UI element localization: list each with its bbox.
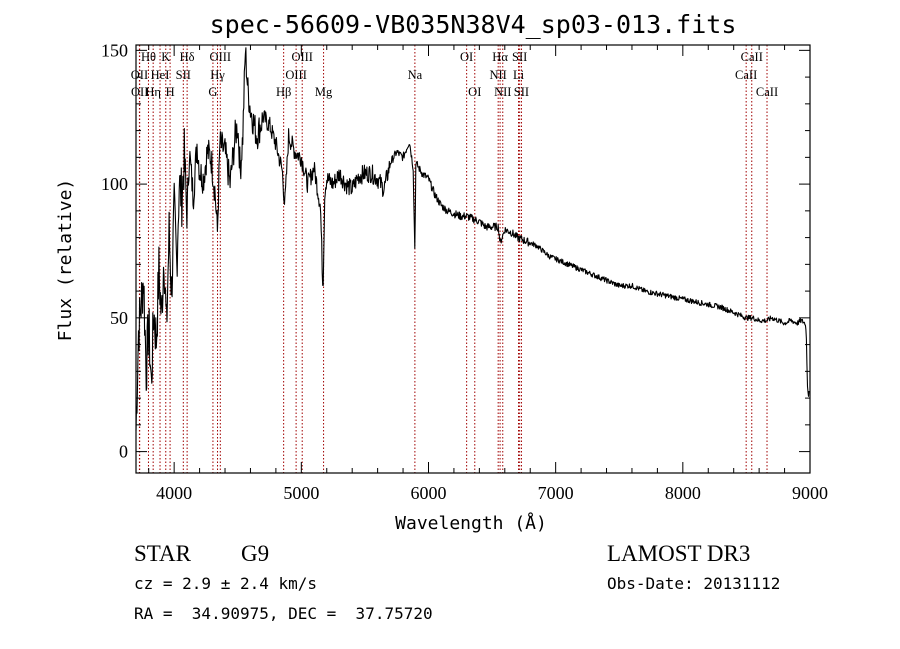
x-axis-label: Wavelength (Å) — [395, 512, 547, 534]
y-axis-label: Flux (relative) — [55, 179, 76, 342]
line-label-21: NII — [494, 85, 511, 99]
x-tick-label: 8000 — [665, 483, 701, 503]
spectrum-series-line — [135, 47, 810, 431]
chart-title: spec-56609-VB035N38V4_sp03-013.fits — [210, 10, 737, 39]
x-tick-label: 9000 — [792, 483, 828, 503]
line-label-8: Hδ — [180, 50, 195, 64]
object-subclass: G9 — [241, 541, 270, 566]
line-label-11: G — [208, 85, 217, 99]
line-label-25: CaII — [741, 50, 763, 64]
line-label-1: OII — [131, 68, 148, 82]
line-label-15: Mg — [315, 85, 333, 99]
line-label-23: Li — [513, 68, 525, 82]
line-label-27: CaII — [756, 85, 778, 99]
line-label-10: Hγ — [210, 68, 225, 82]
line-label-16: Na — [408, 68, 423, 82]
line-label-13: OIII — [285, 68, 307, 82]
x-tick-label: 5000 — [283, 483, 319, 503]
x-tick-label: 6000 — [410, 483, 446, 503]
x-tick-labels: 4000 5000 6000 7000 8000 9000 — [156, 483, 828, 503]
line-label-20: NII — [489, 68, 506, 82]
observation-date: Obs-Date: 20131112 — [607, 574, 781, 593]
line-label-3: Hη — [145, 85, 161, 99]
y-tick-label: 100 — [101, 174, 128, 194]
line-label-9: OIII — [210, 50, 232, 64]
y-tick-label: 0 — [119, 442, 128, 462]
line-label-24: SII — [514, 85, 529, 99]
spectral-line-markers — [138, 45, 768, 473]
line-label-17: OI — [460, 50, 473, 64]
line-label-12: Hβ — [276, 85, 291, 99]
redshift-info: cz = 2.9 ± 2.4 km/s — [134, 574, 318, 593]
line-label-0: Hθ — [141, 50, 156, 64]
line-label-22: SII — [512, 50, 527, 64]
line-label-19: Hα — [492, 50, 508, 64]
line-label-26: CaII — [735, 68, 757, 82]
line-label-14: OIII — [291, 50, 313, 64]
object-class: STAR — [134, 541, 191, 566]
x-tick-label: 4000 — [156, 483, 192, 503]
plot-frame — [135, 44, 811, 474]
y-tick-label: 50 — [110, 308, 128, 328]
x-tick-label: 7000 — [538, 483, 574, 503]
line-label-4: HeI — [151, 68, 170, 82]
survey-name: LAMOST DR3 — [607, 541, 751, 566]
line-label-5: K — [161, 50, 170, 64]
line-label-6: H — [166, 85, 175, 99]
line-label-7: SII — [176, 68, 191, 82]
y-tick-label: 150 — [101, 40, 128, 60]
line-label-18: OI — [468, 85, 481, 99]
line-label-2: OII — [131, 85, 148, 99]
y-tick-labels: 0 50 100 150 — [101, 40, 128, 461]
axis-ticks — [136, 45, 811, 473]
coordinates: RA = 34.90975, DEC = 37.75720 — [134, 604, 433, 623]
